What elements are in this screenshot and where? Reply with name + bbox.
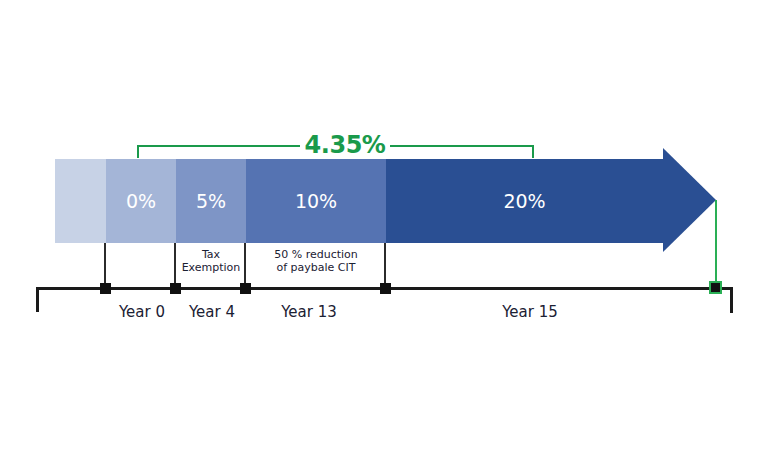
year-label-15: Year 15 [480, 303, 580, 321]
timeline-left-endcap [36, 287, 39, 312]
tax-timeline-diagram: 4.35% 0% 5% 10% 20% Tax Exemption 50 % r… [0, 0, 769, 455]
arrow-head-icon [663, 148, 716, 252]
segment-0pct: 0% [106, 159, 176, 243]
segment-10pct: 10% [246, 159, 386, 243]
annotation-cit-reduction-line2: of paybale CIT [246, 261, 386, 274]
segment-10pct-label: 10% [295, 190, 337, 212]
annotation-cit-reduction-line1: 50 % reduction [246, 248, 386, 261]
segment-20pct: 20% [386, 159, 663, 243]
timeline-marker-end-green [709, 281, 722, 294]
segment-0pct-label: 0% [126, 190, 156, 212]
connector-year0 [104, 243, 106, 288]
annotation-tax-exemption: Tax Exemption [176, 248, 246, 274]
year-label-13: Year 13 [259, 303, 359, 321]
segment-5pct-label: 5% [196, 190, 226, 212]
annotation-cit-reduction: 50 % reduction of paybale CIT [246, 248, 386, 274]
headline-rate-label: 4.35% [295, 131, 395, 159]
bracket-right-line [390, 145, 534, 147]
year-label-4: Year 4 [162, 303, 262, 321]
segment-20pct-label: 20% [503, 190, 545, 212]
segment-5pct: 5% [176, 159, 246, 243]
arrow-tip-drop-line [715, 200, 717, 284]
timeline-marker-year13 [240, 283, 251, 294]
annotation-tax-exemption-line2: Exemption [176, 261, 246, 274]
segment-intro [55, 159, 106, 243]
timeline-marker-year4 [170, 283, 181, 294]
timeline-right-endcap [730, 287, 733, 313]
timeline-marker-year0 [100, 283, 111, 294]
timeline-marker-year15 [380, 283, 391, 294]
bracket-left-line [137, 145, 300, 147]
annotation-tax-exemption-line1: Tax [176, 248, 246, 261]
bracket-right-tick [532, 145, 534, 158]
